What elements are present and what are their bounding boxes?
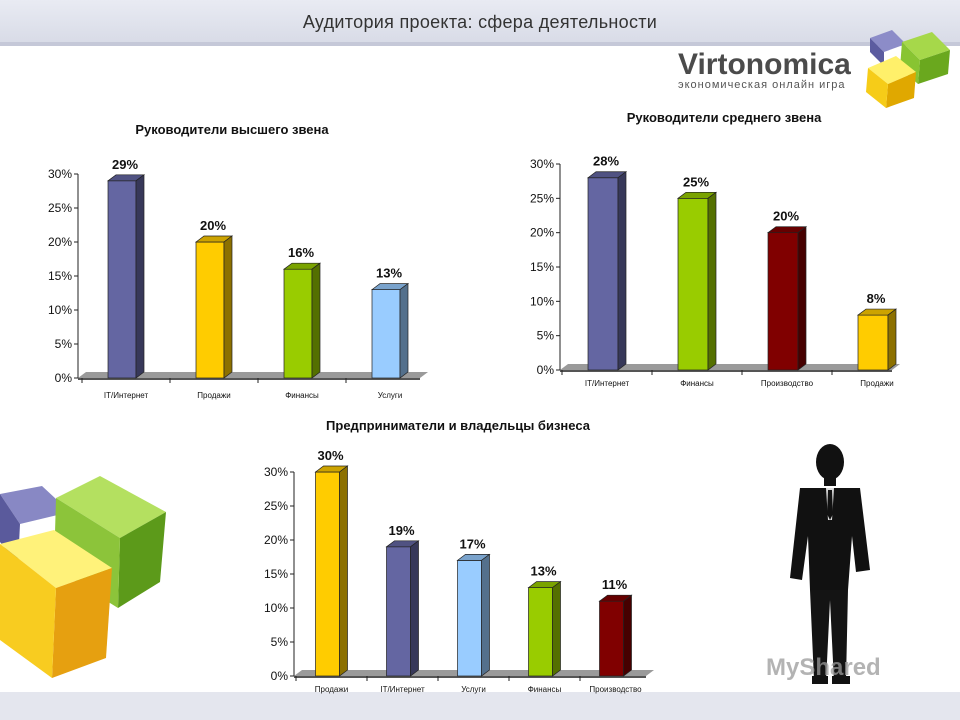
bar [856, 308, 898, 371]
bar-value-label: 20% [773, 209, 799, 224]
chart-floor [78, 372, 428, 378]
decorative-cubes-icon [0, 476, 166, 678]
x-axis [560, 370, 892, 372]
y-tick-label: 10% [530, 294, 554, 308]
slide-title: Аудитория проекта: сфера деятельности [302, 12, 658, 32]
bar-value-label: 25% [683, 174, 709, 189]
x-category-label: Продажи [197, 391, 230, 400]
y-tick-label: 10% [48, 303, 72, 317]
footer-bar [0, 692, 960, 720]
logo-tagline: экономическая онлайн игра [678, 79, 846, 91]
y-tick-label: 5% [55, 337, 73, 351]
bar [194, 235, 234, 379]
businessman-silhouette-icon [790, 444, 870, 684]
y-tick-label: 25% [264, 499, 288, 513]
y-tick-label: 30% [264, 465, 288, 479]
chart-floor [560, 364, 900, 370]
y-tick-label: 5% [271, 635, 289, 649]
bar [106, 174, 146, 379]
x-category-label: Продажи [860, 379, 893, 388]
x-category-label: Финансы [528, 685, 562, 694]
chart-entrepreneurs: Предприниматели и владельцы бизнеса 0% 5% 1… [264, 418, 654, 694]
x-category-label: IT/Интернет [585, 379, 630, 388]
bar-value-label: 11% [602, 577, 628, 592]
bar-value-label: 8% [867, 291, 886, 306]
y-tick-label: 0% [55, 371, 73, 385]
x-category-label: Финансы [680, 379, 714, 388]
bar-value-label: 16% [288, 245, 314, 260]
y-tick-label: 15% [264, 567, 288, 581]
bar-value-label: 29% [112, 157, 138, 172]
bar [527, 580, 562, 677]
logo: Virtonomica экономическая онлайн игра [678, 48, 851, 91]
bar [282, 262, 322, 379]
bar-value-label: 17% [459, 536, 485, 551]
y-tick-label: 15% [48, 269, 72, 283]
bar [314, 465, 349, 677]
bar [676, 191, 718, 371]
x-category-label: Услуги [378, 391, 403, 400]
y-tick-label: 25% [530, 191, 554, 205]
x-axis [78, 378, 420, 380]
y-tick-label: 30% [530, 157, 554, 171]
y-tick-label: 30% [48, 167, 72, 181]
chart-title: Предприниматели и владельцы бизнеса [326, 418, 591, 433]
logo-cubes-icon [866, 30, 950, 108]
y-tick-label: 5% [537, 329, 555, 343]
header-bar [0, 0, 960, 46]
y-tick-label: 15% [530, 260, 554, 274]
chart-title: Руководители среднего звена [627, 110, 822, 125]
x-axis [294, 676, 646, 678]
x-category-label: Производство [761, 379, 814, 388]
bar-value-label: 28% [593, 154, 619, 169]
chart-middle-managers: Руководители среднего звена 0% 5% 10% 15% 20%… [530, 110, 900, 388]
bar-value-label: 30% [317, 448, 343, 463]
bar [766, 225, 808, 371]
chart-title: Руководители высшего звена [135, 122, 329, 137]
bar [385, 540, 420, 677]
y-tick-label: 10% [264, 601, 288, 615]
x-category-label: Финансы [285, 391, 319, 400]
y-tick-label: 20% [264, 533, 288, 547]
x-category-label: IT/Интернет [104, 391, 149, 400]
x-category-label: Услуги [461, 685, 486, 694]
y-tick-label: 25% [48, 201, 72, 215]
x-category-label: IT/Интернет [380, 685, 425, 694]
x-category-label: Продажи [315, 685, 348, 694]
bar [370, 282, 410, 379]
y-tick-label: 20% [530, 226, 554, 240]
bar-value-label: 20% [200, 218, 226, 233]
watermark: MyShared [766, 654, 881, 681]
bar [598, 594, 633, 677]
bar [586, 171, 628, 371]
y-tick-label: 0% [537, 363, 555, 377]
bar-value-label: 13% [530, 564, 556, 579]
y-tick-label: 20% [48, 235, 72, 249]
bar-value-label: 13% [376, 266, 402, 281]
y-tick-label: 0% [271, 669, 289, 683]
chart-top-managers: Руководители высшего звена 0% 5% 10% 15% 20% 2… [48, 122, 428, 400]
bar [456, 553, 491, 677]
logo-name: Virtonomica [678, 48, 851, 81]
bar-value-label: 19% [388, 523, 414, 538]
x-category-label: Производство [589, 685, 642, 694]
